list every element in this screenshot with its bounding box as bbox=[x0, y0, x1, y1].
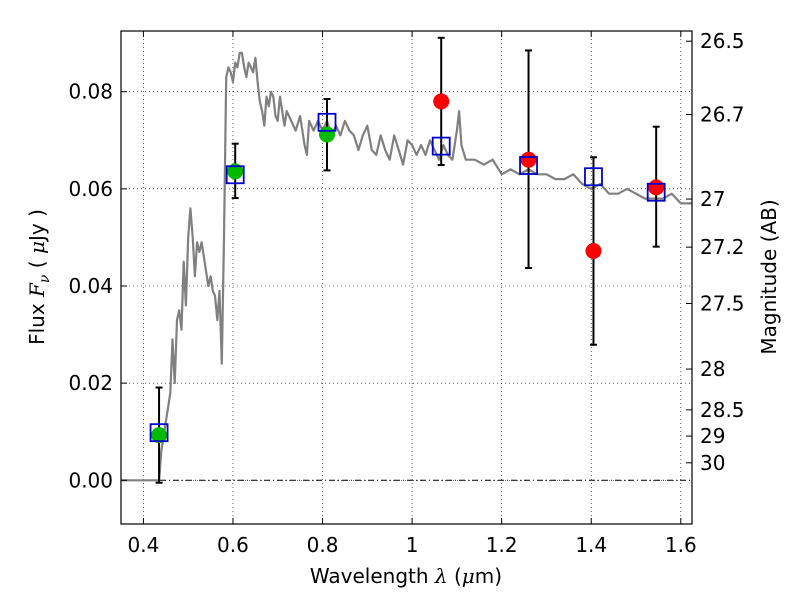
blue-square-point bbox=[646, 182, 666, 202]
series-layer bbox=[121, 36, 692, 484]
red-circle-point bbox=[585, 243, 602, 260]
y-tick-label: 0.04 bbox=[68, 274, 113, 298]
y2-tick-label: 29 bbox=[700, 424, 725, 448]
y2-tick-label: 27.2 bbox=[700, 235, 745, 259]
green-circle-point bbox=[319, 126, 336, 143]
y-tick-label: 0.00 bbox=[68, 468, 113, 492]
red-circle-point bbox=[433, 93, 450, 110]
blue-square-point bbox=[225, 165, 245, 185]
y2-tick-label: 28.5 bbox=[700, 398, 745, 422]
x-tick-label: 1.2 bbox=[486, 533, 518, 557]
x-tick-label: 1.4 bbox=[575, 533, 607, 557]
y-tick-label: 0.06 bbox=[68, 177, 113, 201]
blue-square-point bbox=[431, 136, 451, 156]
x-tick-label: 1 bbox=[406, 533, 419, 557]
y-tick-label: 0.02 bbox=[68, 371, 113, 395]
y2-axis-label: Magnitude (AB) bbox=[757, 199, 781, 354]
x-tick-label: 0.8 bbox=[307, 533, 339, 557]
green-circle-point bbox=[151, 427, 168, 444]
y2-tick-label: 26.5 bbox=[700, 29, 745, 53]
x-tick-label: 0.4 bbox=[127, 533, 159, 557]
red-circle-point bbox=[520, 151, 537, 168]
y-tick-label: 0.08 bbox=[68, 80, 113, 104]
y2-tick-label: 26.7 bbox=[700, 103, 745, 127]
y2-tick-label: 30 bbox=[700, 451, 725, 475]
model-spectrum-line bbox=[121, 51, 692, 482]
blue-square-point bbox=[149, 423, 169, 443]
red-circle-point bbox=[648, 179, 665, 196]
y2-tick-label: 28 bbox=[700, 357, 725, 381]
green-circle-point bbox=[227, 163, 244, 180]
ticks: 0.4 0.6 0.8 1 1.2 1.4 1.6 0.00 0.02 0.04 0.06 0.08 2… bbox=[68, 29, 744, 557]
y2-tick-label: 27 bbox=[700, 187, 725, 211]
x-axis-label: Wavelength λ (μm) bbox=[310, 564, 502, 588]
blue-square-point bbox=[317, 112, 337, 132]
y-axis-label: Flux Fν ( μJy ) bbox=[25, 209, 53, 345]
blue-square-point bbox=[519, 156, 538, 175]
blue-square-point bbox=[584, 167, 603, 187]
plot-frame bbox=[120, 30, 693, 525]
x-tick-label: 1.6 bbox=[665, 533, 697, 557]
x-tick-label: 0.6 bbox=[217, 533, 249, 557]
y2-tick-label: 27.5 bbox=[700, 291, 745, 315]
